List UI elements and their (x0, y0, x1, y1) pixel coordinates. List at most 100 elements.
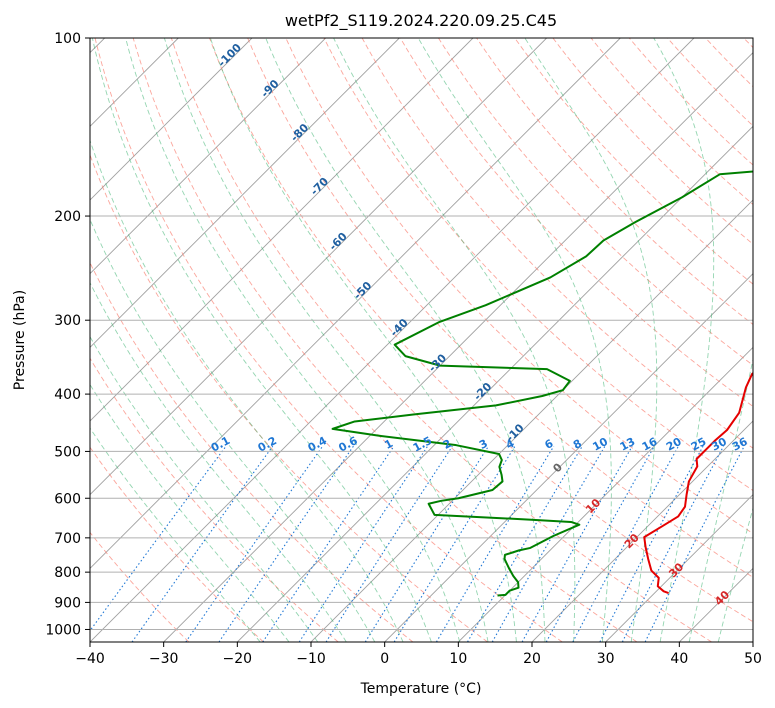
dry-adiabat (170, 38, 712, 642)
mixing-ratio-line (325, 445, 453, 642)
isotherm-line (237, 125, 753, 642)
x-tick-label: −40 (75, 651, 105, 667)
moist-adiabat (333, 38, 576, 642)
dewpoint-trace (331, 170, 753, 597)
isotherm-line (605, 494, 753, 642)
y-tick-label: 1000 (45, 622, 81, 638)
moist-adiabat (90, 139, 404, 642)
isotherm-line (384, 273, 753, 642)
y-tick-label: 800 (54, 565, 81, 581)
x-tick-label: 30 (597, 651, 615, 667)
dry-adiabat (94, 38, 563, 642)
mixing-ratio-line (621, 445, 725, 642)
chart-title: wetPf2_S119.2024.220.09.25.C45 (285, 11, 557, 31)
dry-adiabat (285, 38, 753, 535)
dry-adiabat (90, 261, 414, 642)
x-tick-label: 0 (380, 651, 389, 667)
temperature-trace (643, 371, 753, 595)
moist-adiabat (524, 38, 658, 642)
dry-adiabat (90, 153, 488, 642)
moist-adiabat (688, 357, 753, 642)
mixing-ratio-line (131, 445, 274, 642)
dry-adiabat (399, 38, 753, 407)
mixing-ratio-label: 16 (640, 435, 660, 454)
moist-adiabat (653, 38, 715, 642)
x-tick-label: 40 (670, 651, 688, 667)
mixing-ratio-label: 13 (618, 435, 638, 454)
mixing-ratio-line (90, 445, 227, 632)
mixing-ratio-line (545, 445, 655, 642)
moist-adiabat (125, 38, 461, 642)
x-tick-label: 50 (744, 651, 762, 667)
x-axis-label: Temperature (°C) (360, 681, 482, 697)
x-tick-label: 20 (523, 651, 541, 667)
moist-adiabat (91, 38, 432, 642)
sounding-traces (331, 170, 753, 597)
moist-adiabat (90, 218, 376, 642)
isotherm-line (90, 38, 695, 642)
axes: −40 −30 −20 −10 0 10 20 30 40 50 100 200 300 400 500 60… (45, 31, 762, 667)
mixing-ratio-label: 10 (590, 435, 610, 454)
mixing-ratio-line (572, 445, 679, 642)
y-tick-label: 300 (54, 313, 81, 329)
mixing-ratio-line (599, 445, 704, 642)
mixing-ratio-line (298, 445, 429, 642)
dry-adiabat (132, 38, 638, 642)
dry-adiabat (323, 38, 753, 492)
mixing-ratio-line (364, 445, 489, 642)
x-tick-label: −30 (149, 651, 179, 667)
mixing-ratio-label: 36 (730, 435, 750, 454)
mixing-ratio-line (644, 445, 745, 642)
x-tick-label: −20 (223, 651, 253, 667)
mixing-ratio-line (467, 445, 583, 642)
mixing-ratio-label: 20 (664, 435, 684, 454)
y-tick-label: 900 (54, 595, 81, 611)
y-tick-label: 200 (54, 209, 81, 225)
y-axis-label: Pressure (hPa) (12, 290, 28, 390)
moist-adiabat (417, 38, 612, 642)
mixing-ratio-line (521, 445, 633, 642)
mixing-ratio-line (262, 445, 395, 642)
x-tick-label: 10 (449, 651, 467, 667)
x-tick-label: −10 (296, 651, 326, 667)
dry-adiabat (438, 38, 753, 366)
dry-adiabat (247, 38, 753, 578)
y-tick-label: 500 (54, 444, 81, 460)
pressure-grid (90, 38, 753, 630)
y-tick-label: 700 (54, 531, 81, 547)
mixing-ratio-label: 30 (709, 435, 729, 454)
moist-adiabat (163, 38, 489, 642)
dry-adiabat (90, 531, 190, 642)
y-tick-label: 100 (54, 31, 81, 47)
plot-frame (89, 37, 754, 643)
isotherm-line (458, 346, 753, 642)
isotherm-line (163, 52, 753, 642)
isotherm-line (90, 38, 547, 496)
moist-adiabat (209, 38, 517, 642)
isotherm-line (90, 38, 253, 201)
moist-adiabat (90, 383, 290, 642)
mixing-ratio-label: 25 (689, 435, 709, 454)
background-lines (90, 38, 753, 642)
moist-adiabat (90, 281, 347, 642)
dry-adiabat (476, 38, 753, 325)
moist-adiabat (90, 427, 261, 642)
isotherm-line (90, 38, 326, 275)
moist-adiabat (265, 38, 546, 642)
dry-adiabat (552, 38, 753, 245)
moist-adiabat (717, 506, 753, 642)
dry-adiabat (209, 38, 753, 623)
isotherm-line (531, 420, 753, 642)
isotherm-line (90, 38, 400, 348)
dry-adiabat (590, 38, 753, 206)
isotherm-line (90, 38, 474, 422)
y-tick-label: 600 (54, 491, 81, 507)
moist-adiabat (90, 335, 319, 642)
y-tick-label: 400 (54, 387, 81, 403)
dry-adiabat (361, 38, 753, 449)
isotherm-line (90, 38, 621, 569)
dry-adiabat (90, 357, 339, 642)
mixing-ratio-line (491, 445, 606, 642)
